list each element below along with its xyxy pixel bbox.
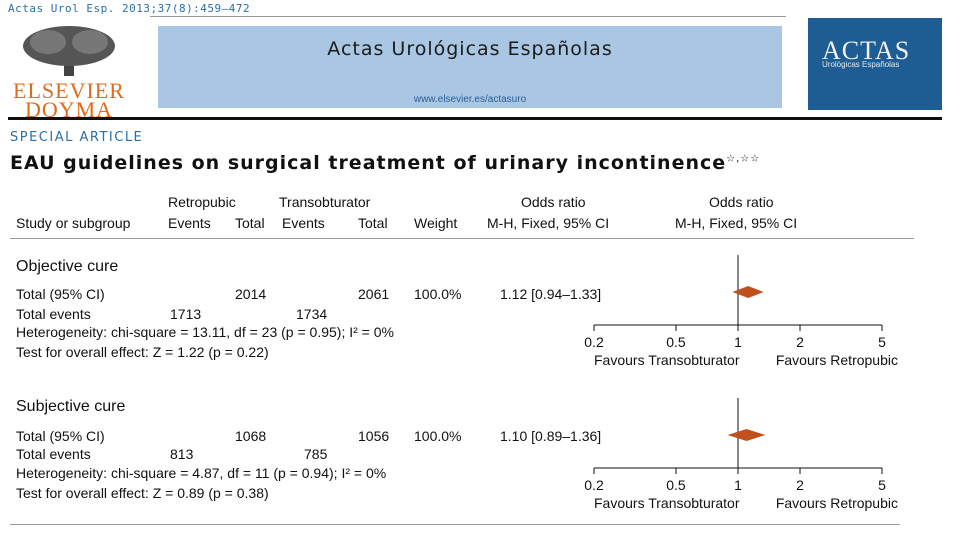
overall-effect: Test for overall effect: Z = 0.89 (p = 0… xyxy=(16,485,269,501)
heterogeneity: Heterogeneity: chi-square = 13.11, df = … xyxy=(16,324,394,340)
overall-effect: Test for overall effect: Z = 1.22 (p = 0… xyxy=(16,344,269,360)
weight: 100.0% xyxy=(414,286,462,302)
subgroup-name: Objective cure xyxy=(16,258,119,275)
events-label: Total events xyxy=(16,446,91,462)
events-retropubic: 813 xyxy=(170,446,194,462)
col-weight: Weight xyxy=(414,215,458,231)
tick-label: 0.2 xyxy=(584,477,604,493)
journal-cover: ACTAS Urológicas Españolas xyxy=(808,18,942,110)
events-transobturator: 1734 xyxy=(296,306,328,322)
cover-subtitle: Urológicas Españolas xyxy=(822,60,900,69)
header-top-line xyxy=(150,16,786,17)
group-header-transobturator: Transobturator xyxy=(279,194,371,210)
tree-icon xyxy=(23,26,115,76)
table-bottom-rule xyxy=(10,524,900,525)
article-title: EAU guidelines on surgical treatment of … xyxy=(10,152,760,174)
forest-plot-objective: 0.2 0.5 1 2 5 Favours Transobturator Favours R… xyxy=(584,255,898,368)
total-transobturator: 1056 xyxy=(358,428,390,444)
tick-label: 0.2 xyxy=(584,334,604,350)
section-label: SPECIAL ARTICLE xyxy=(10,130,144,145)
citation: Actas Urol Esp. 2013;37(8):459–472 xyxy=(8,2,251,15)
group-header-or-left: Odds ratio xyxy=(521,194,586,210)
col-method-left: M-H, Fixed, 95% CI xyxy=(487,215,610,231)
cover-title: ACTAS xyxy=(822,36,911,65)
group-header-or-right: Odds ratio xyxy=(709,194,774,210)
article-title-text: EAU guidelines on surgical treatment of … xyxy=(10,152,727,174)
total-label: Total (95% CI) xyxy=(16,286,105,302)
favours-right-label: Favours Retropubic xyxy=(776,352,898,368)
total-transobturator: 2061 xyxy=(358,286,390,302)
col-total-transobturator: Total xyxy=(358,215,388,231)
forest-plot-subjective: 0.2 0.5 1 2 5 Favours Transobturator Favours R… xyxy=(584,398,898,511)
pooled-estimate-diamond xyxy=(727,429,766,441)
col-events-retropubic: Events xyxy=(168,215,211,231)
elsevier-logo: ELSEVIER DOYMA xyxy=(8,24,130,121)
or-ci-text: 1.10 [0.89–1.36] xyxy=(500,428,602,444)
group-header-retropubic: Retropubic xyxy=(168,194,236,210)
tick-label: 0.5 xyxy=(666,334,686,350)
header-divider xyxy=(10,238,914,239)
col-study: Study or subgroup xyxy=(16,215,131,231)
title-footnote-marks: ☆,☆☆ xyxy=(726,153,761,165)
tick-label: 2 xyxy=(796,334,804,350)
journal-url[interactable]: www.elsevier.es/actasuro xyxy=(413,94,527,105)
total-retropubic: 2014 xyxy=(235,286,267,302)
favours-left-label: Favours Transobturator xyxy=(594,495,740,511)
events-label: Total events xyxy=(16,306,91,322)
pooled-estimate-diamond xyxy=(732,286,764,298)
header-rule xyxy=(8,117,942,120)
tick-label: 5 xyxy=(878,334,886,350)
journal-banner: Actas Urológicas Españolas www.elsevier.… xyxy=(158,26,782,108)
tick-label: 1 xyxy=(734,477,742,493)
weight: 100.0% xyxy=(414,428,462,444)
favours-left-label: Favours Transobturator xyxy=(594,352,740,368)
heterogeneity: Heterogeneity: chi-square = 4.87, df = 1… xyxy=(16,465,387,481)
col-total-retropubic: Total xyxy=(235,215,265,231)
publisher-line2: DOYMA xyxy=(24,97,114,122)
tick-label: 1 xyxy=(734,334,742,350)
publisher-line1: ELSEVIER xyxy=(13,78,125,103)
tick-label: 2 xyxy=(796,477,804,493)
or-ci-text: 1.12 [0.94–1.33] xyxy=(500,286,602,302)
events-transobturator: 785 xyxy=(304,446,328,462)
subgroup-name: Subjective cure xyxy=(16,398,126,415)
events-retropubic: 1713 xyxy=(170,306,202,322)
journal-title: Actas Urológicas Españolas xyxy=(327,38,613,60)
total-label: Total (95% CI) xyxy=(16,428,105,444)
favours-right-label: Favours Retropubic xyxy=(776,495,898,511)
col-method-right: M-H, Fixed, 95% CI xyxy=(675,215,798,231)
total-retropubic: 1068 xyxy=(235,428,267,444)
tick-label: 0.5 xyxy=(666,477,686,493)
col-events-transobturator: Events xyxy=(282,215,325,231)
tick-label: 5 xyxy=(878,477,886,493)
